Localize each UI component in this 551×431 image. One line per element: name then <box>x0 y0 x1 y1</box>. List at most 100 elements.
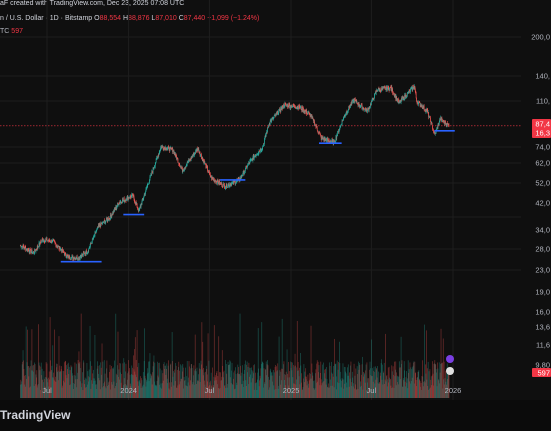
volume-bar <box>143 361 145 398</box>
candle-body <box>67 255 69 257</box>
candle-body <box>413 86 414 89</box>
volume-bar <box>220 380 222 398</box>
volume-bar <box>285 385 287 398</box>
volume-bar <box>427 385 429 398</box>
candle-body <box>217 179 219 182</box>
volume-bar <box>25 375 27 398</box>
volume-bar <box>384 379 386 398</box>
volume-bar <box>85 378 87 398</box>
candle-body <box>130 196 132 198</box>
candle-body <box>235 182 237 184</box>
volume-bar <box>107 382 109 398</box>
candle-body <box>362 107 363 110</box>
volume-bar <box>308 380 310 398</box>
volume-bar <box>221 376 223 398</box>
volume-bar <box>77 372 78 398</box>
volume-bar <box>145 386 147 398</box>
volume-bar <box>191 367 193 398</box>
candle-body <box>419 101 421 103</box>
volume-bar <box>250 382 252 398</box>
volume-bar <box>142 385 143 398</box>
volume-bar <box>293 366 295 398</box>
volume-bar <box>103 386 104 398</box>
candle-body <box>191 155 193 159</box>
volume-bar <box>284 380 285 398</box>
candle-body <box>171 147 173 150</box>
candle-body <box>245 166 247 169</box>
candle-body <box>62 248 63 252</box>
candle-body <box>292 104 294 107</box>
candle-body <box>434 132 436 134</box>
volume-bar <box>232 385 234 398</box>
candle-body <box>135 202 137 204</box>
candle-body <box>150 175 151 177</box>
volume-bar <box>95 380 96 398</box>
volume-bar <box>274 366 276 398</box>
candle-body <box>344 115 346 117</box>
candle-body <box>319 134 321 136</box>
volume-bar <box>76 387 78 398</box>
last-price-badge <box>532 119 551 138</box>
candle-body <box>24 246 26 248</box>
candle-body <box>444 121 446 125</box>
volume-bar <box>383 362 385 398</box>
candle-body <box>170 147 172 148</box>
volume-bar <box>427 361 429 398</box>
volume-bar <box>176 387 178 398</box>
volume-bar <box>48 386 50 398</box>
volume-bar <box>146 379 147 398</box>
candle-body <box>125 199 127 201</box>
candle-body <box>155 162 157 164</box>
candle-body <box>278 111 279 115</box>
volume-bar <box>384 383 386 398</box>
candle-body <box>401 97 403 100</box>
candle-body <box>52 239 54 241</box>
candle-body <box>28 251 30 253</box>
candle-body <box>20 245 22 248</box>
volume-bar <box>295 384 297 398</box>
candle-body <box>428 112 429 118</box>
ohlc-close-label: C <box>178 15 184 22</box>
price-tick-label-15: 11,6 <box>536 341 550 350</box>
volume-bar <box>32 370 33 398</box>
volume-bar <box>82 372 83 398</box>
volume-bar <box>79 363 80 398</box>
volume-bar <box>324 378 326 398</box>
volume-bar <box>106 386 108 398</box>
volume-bar <box>296 367 298 398</box>
volume-bars <box>20 313 450 398</box>
volume-bar <box>158 377 159 398</box>
volume-bar <box>27 329 28 398</box>
volume-bar <box>440 363 441 398</box>
volume-bar <box>218 336 220 398</box>
volume-bar <box>292 362 293 398</box>
candle-body <box>245 166 247 168</box>
volume-bar <box>337 369 339 398</box>
candle-body <box>286 104 288 106</box>
volume-bar <box>44 377 46 398</box>
volume-bar <box>363 372 365 398</box>
volume-bar <box>175 365 177 398</box>
volume-bar <box>164 365 166 398</box>
candle-body <box>120 201 122 203</box>
candle-body <box>280 107 282 110</box>
volume-bar <box>177 385 179 398</box>
volume-bar <box>150 378 152 398</box>
volume-bar <box>125 363 127 398</box>
volume-bar <box>331 373 333 398</box>
candle-body <box>239 180 240 182</box>
volume-badge <box>532 368 551 377</box>
candle-body <box>51 240 52 243</box>
candle-body <box>70 259 71 260</box>
candle-body <box>284 103 286 107</box>
volume-bar <box>343 379 345 398</box>
volume-bar <box>126 379 128 398</box>
volume-bar <box>156 380 158 398</box>
candle-body <box>147 184 149 186</box>
volume-bar <box>73 375 75 398</box>
volume-bar <box>416 386 417 398</box>
candle-body <box>414 89 416 92</box>
volume-bar <box>225 363 227 398</box>
candle-body <box>234 181 236 184</box>
